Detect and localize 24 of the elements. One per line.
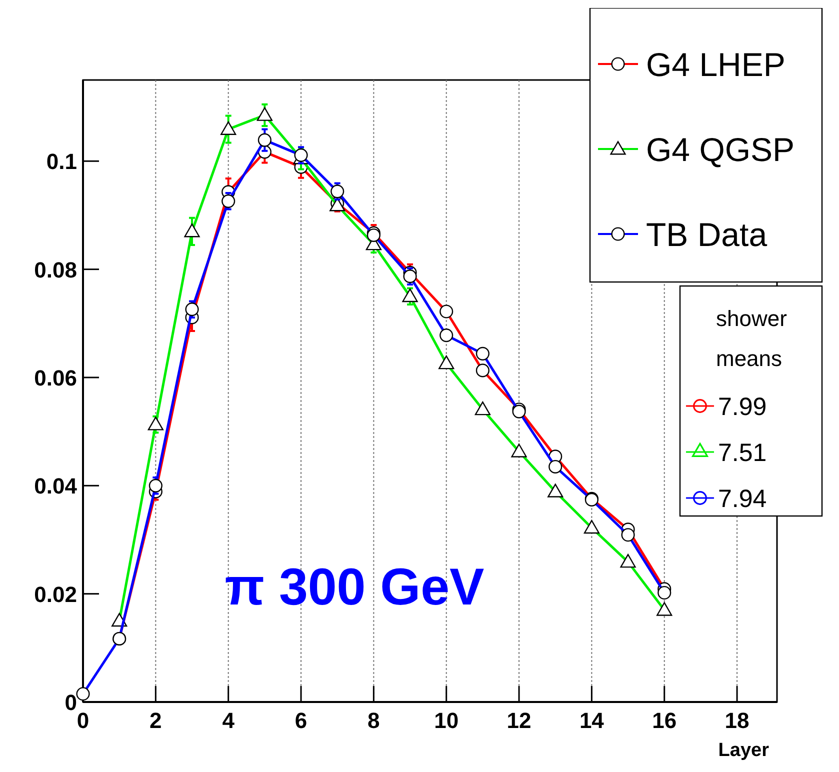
legend-label: TB Data [646, 216, 768, 253]
x-tick-label: 2 [150, 708, 162, 733]
x-tick-label: 16 [652, 708, 677, 733]
y-tick-label: 0.06 [34, 365, 77, 390]
x-tick-label: 12 [506, 708, 532, 733]
x-tick-label: 14 [579, 708, 605, 733]
x-tick-label: 18 [724, 708, 750, 733]
x-tick-label: 4 [222, 708, 236, 733]
x-tick-label: 8 [368, 708, 380, 733]
annotation: 7.99 [718, 393, 767, 421]
legend-label: G4 QGSP [646, 131, 795, 168]
annotation: 7.94 [718, 485, 767, 513]
y-tick-label: 0.02 [34, 582, 77, 607]
annotation: 7.51 [718, 439, 767, 467]
y-tick-label: 0.1 [46, 149, 77, 174]
y-tick-label: 0 [64, 690, 77, 715]
annotation: π 300 GeV [224, 558, 485, 617]
x-tick-label: 10 [434, 708, 459, 733]
x-tick-label: 6 [294, 708, 308, 733]
y-tick-label: 0.08 [34, 257, 77, 282]
annotation: shower means [716, 306, 787, 371]
legend-label: G4 LHEP [646, 46, 786, 83]
x-axis-title: Layer [718, 740, 770, 761]
y-tick-label: 0.04 [34, 474, 78, 499]
